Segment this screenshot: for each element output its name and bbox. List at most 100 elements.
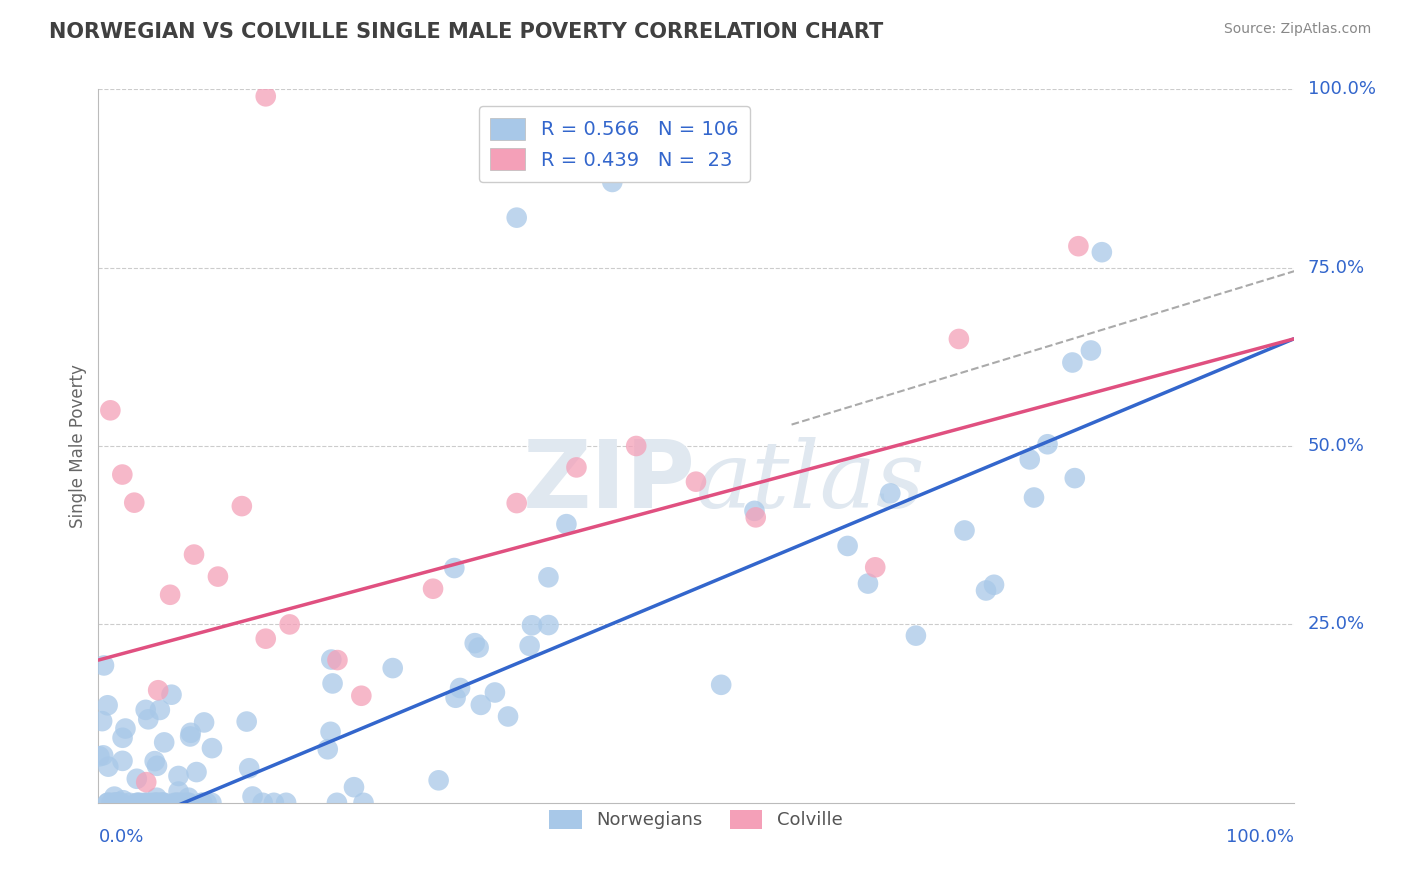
Point <box>974 583 997 598</box>
Point <box>467 640 489 655</box>
Point <box>167 784 190 798</box>
Point <box>110 796 132 810</box>
Point <box>879 486 901 500</box>
Point <box>97 698 120 713</box>
Point <box>150 796 173 810</box>
Point <box>104 796 127 810</box>
Point <box>1036 437 1059 451</box>
Point <box>837 539 859 553</box>
Point <box>953 524 976 538</box>
Point <box>381 661 404 675</box>
Point <box>177 790 200 805</box>
Point <box>278 617 301 632</box>
Point <box>506 211 529 225</box>
Point <box>191 796 214 810</box>
Point <box>449 681 471 695</box>
Point <box>186 765 208 780</box>
Point <box>166 796 188 810</box>
Point <box>177 796 200 810</box>
Point <box>983 578 1005 592</box>
Point <box>565 460 588 475</box>
Point <box>555 517 578 532</box>
Point <box>89 749 111 764</box>
Point <box>97 759 120 773</box>
Point <box>316 742 339 756</box>
Point <box>129 796 152 810</box>
Text: 100.0%: 100.0% <box>1308 80 1376 98</box>
Point <box>685 475 707 489</box>
Point <box>252 796 274 810</box>
Point <box>321 652 343 666</box>
Point <box>153 735 176 749</box>
Point <box>343 780 366 795</box>
Text: atlas: atlas <box>696 437 925 526</box>
Point <box>118 796 141 810</box>
Point <box>108 796 131 810</box>
Point <box>91 714 114 728</box>
Point <box>1063 471 1085 485</box>
Point <box>146 759 169 773</box>
Point <box>201 741 224 756</box>
Point <box>1062 355 1084 369</box>
Point <box>104 796 127 810</box>
Point <box>124 496 146 510</box>
Text: 50.0%: 50.0% <box>1308 437 1365 455</box>
Point <box>710 678 733 692</box>
Text: 25.0%: 25.0% <box>1308 615 1365 633</box>
Y-axis label: Single Male Poverty: Single Male Poverty <box>69 364 87 528</box>
Point <box>235 714 257 729</box>
Point <box>105 796 128 810</box>
Point <box>444 690 467 705</box>
Point <box>506 496 529 510</box>
Point <box>520 618 543 632</box>
Point <box>136 712 159 726</box>
Point <box>112 793 135 807</box>
Legend: Norwegians, Colville: Norwegians, Colville <box>543 803 849 837</box>
Point <box>114 722 136 736</box>
Point <box>111 467 134 482</box>
Point <box>163 796 186 810</box>
Point <box>427 773 450 788</box>
Point <box>470 698 492 712</box>
Point <box>166 796 188 810</box>
Point <box>602 175 624 189</box>
Point <box>100 796 122 810</box>
Point <box>193 715 215 730</box>
Point <box>1091 245 1114 260</box>
Point <box>856 576 879 591</box>
Point <box>200 796 222 810</box>
Point <box>103 789 125 804</box>
Point <box>238 761 260 775</box>
Text: ZIP: ZIP <box>523 435 696 528</box>
Point <box>149 703 172 717</box>
Point <box>242 789 264 804</box>
Point <box>904 629 927 643</box>
Point <box>111 754 134 768</box>
Point <box>170 796 193 810</box>
Point <box>127 796 149 810</box>
Point <box>496 709 519 723</box>
Point <box>98 403 122 417</box>
Point <box>191 796 214 810</box>
Point <box>254 632 277 646</box>
Point <box>145 796 167 810</box>
Text: 75.0%: 75.0% <box>1308 259 1365 277</box>
Point <box>744 504 766 518</box>
Text: 100.0%: 100.0% <box>1226 828 1294 846</box>
Point <box>177 796 200 810</box>
Point <box>111 731 134 745</box>
Point <box>142 796 165 810</box>
Point <box>422 582 444 596</box>
Point <box>1067 239 1090 253</box>
Point <box>326 796 349 810</box>
Point <box>97 796 120 810</box>
Point <box>143 796 166 810</box>
Text: NORWEGIAN VS COLVILLE SINGLE MALE POVERTY CORRELATION CHART: NORWEGIAN VS COLVILLE SINGLE MALE POVERT… <box>49 22 883 42</box>
Point <box>1080 343 1102 358</box>
Point <box>1018 452 1040 467</box>
Point <box>195 796 218 810</box>
Point <box>207 569 229 583</box>
Point <box>865 560 887 574</box>
Point <box>104 796 127 810</box>
Point <box>152 796 174 810</box>
